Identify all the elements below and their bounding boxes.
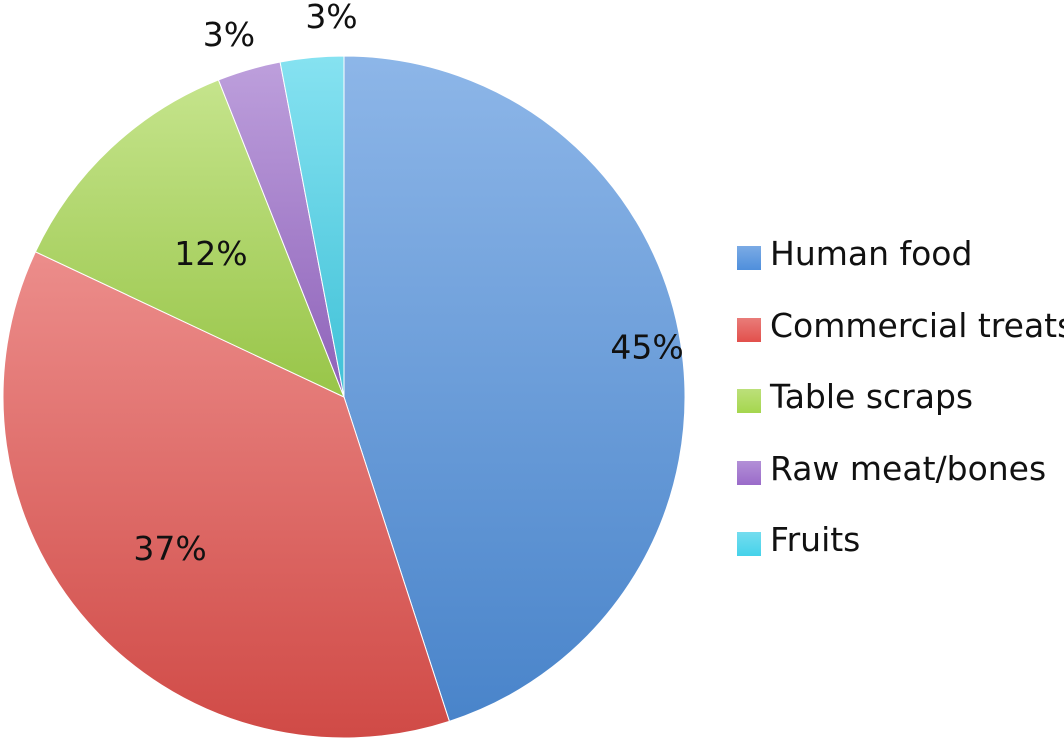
- legend-label: Fruits: [770, 520, 861, 559]
- legend-label: Raw meat/bones: [770, 448, 1047, 488]
- slice-value-label: 3%: [305, 0, 357, 36]
- legend-swatch: [737, 317, 761, 342]
- legend-swatch: [737, 389, 761, 413]
- slice-value-label: 3%: [203, 15, 255, 54]
- legend-swatch: [737, 246, 761, 270]
- slice-value-label: 37%: [133, 529, 206, 568]
- pie-slice-fruits: [279, 55, 345, 398]
- pie-slice-human-food: [343, 55, 686, 722]
- pie-plot: 45% 37% 12% 3% 3%: [2, 0, 686, 739]
- pie-slice-commercial-treats: [2, 251, 451, 739]
- slice-value-label: 45%: [610, 328, 683, 367]
- legend-swatch: [737, 460, 761, 485]
- legend-label: Table scraps: [770, 377, 974, 416]
- legend-swatch: [737, 532, 761, 556]
- legend-label: Commercial treats: [770, 305, 1064, 345]
- pie-slice-table-scraps: [34, 79, 345, 398]
- legend-label: Human food: [770, 234, 973, 273]
- slice-value-label: 12%: [174, 234, 247, 273]
